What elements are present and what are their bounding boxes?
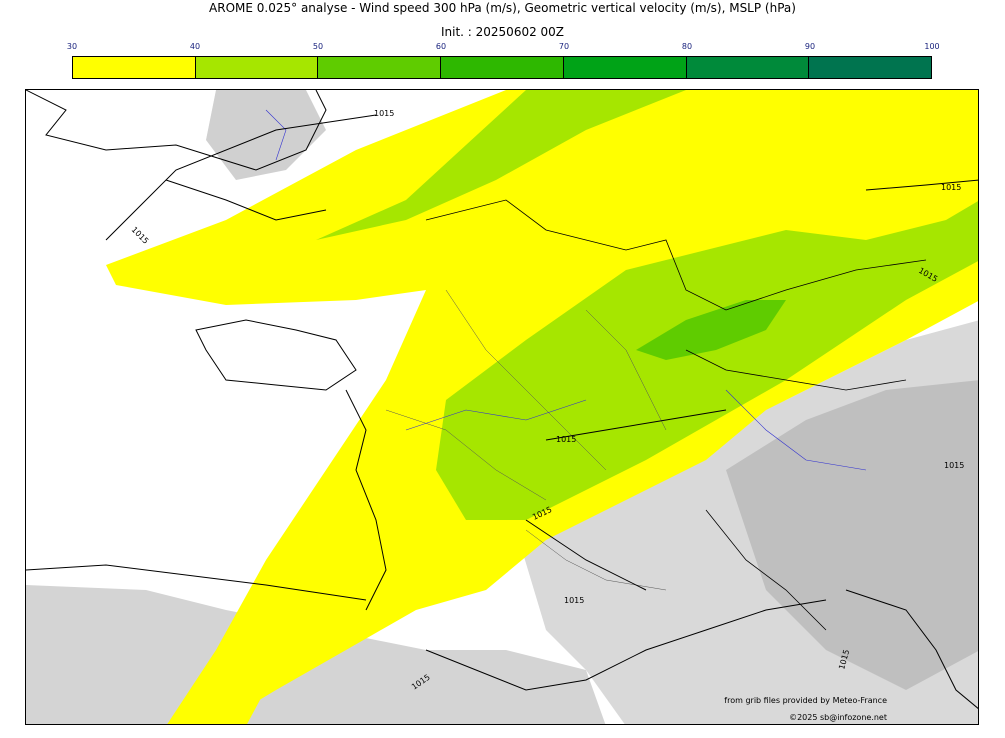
jet-50-core — [636, 300, 786, 360]
coastlines — [26, 90, 978, 709]
biscay-coast — [345, 389, 387, 611]
weather-map: 1015 1015 1015 1015 1015 1015 1015 1015 … — [25, 89, 979, 725]
isobar-label: 1015 — [556, 435, 576, 444]
isobar-label: 1015 — [944, 461, 964, 470]
jet-40-band — [316, 90, 686, 240]
colorbar-tick: 60 — [435, 42, 447, 51]
colorbar-tick: 70 — [558, 42, 570, 51]
isobars — [105, 114, 978, 591]
data-provider-credit: from grib files provided by Meteo-France — [724, 696, 887, 705]
region-border — [445, 289, 607, 471]
river — [265, 109, 287, 161]
rivers — [265, 109, 867, 471]
isobar-label: 1015 — [130, 225, 151, 246]
regions — [385, 289, 667, 591]
region-border — [585, 309, 667, 431]
england-south-coast — [165, 179, 327, 221]
swiss-border — [685, 349, 907, 391]
belgium-border — [425, 199, 627, 251]
river — [725, 389, 867, 471]
colorbar-segment — [73, 57, 196, 78]
chart-title: AROME 0.025° analyse - Wind speed 300 hP… — [209, 1, 796, 15]
colorbar-segment — [441, 57, 564, 78]
isobar-label: 1015 — [374, 109, 394, 118]
colorbar-segment — [563, 57, 687, 78]
isobar-label: 1015 — [941, 183, 961, 192]
region-border — [385, 409, 547, 501]
isobar-1015-north — [105, 114, 377, 241]
colorbar-tick: 90 — [804, 42, 816, 51]
england-velocity-area — [206, 90, 326, 180]
init-time: Init. : 20250602 00Z — [440, 25, 565, 39]
germany-border — [625, 239, 927, 311]
river — [405, 399, 587, 431]
italy-border — [705, 509, 827, 631]
colorbar-tick: 30 — [66, 42, 78, 51]
copyright-credit: ©2025 sb@infozone.net — [789, 713, 887, 722]
brittany-coast — [195, 319, 357, 391]
mediterranean-coast — [425, 599, 827, 691]
borders — [425, 199, 927, 631]
alps-core-velocity-area — [726, 380, 978, 690]
colorbar-segment — [318, 57, 442, 78]
colorbar-tick: 40 — [189, 42, 201, 51]
map-canvas: 1015 1015 1015 1015 1015 1015 1015 1015 … — [26, 90, 978, 724]
colorbar — [72, 56, 932, 79]
isobar-1015-alps — [545, 409, 727, 441]
colorbar-tick: 100 — [924, 42, 940, 51]
spain-coast — [26, 564, 367, 601]
isobar-label: 1015 — [564, 596, 584, 605]
colorbar-segment — [686, 57, 810, 78]
colorbar-segment — [809, 57, 932, 78]
colorbar-tick: 80 — [681, 42, 693, 51]
colorbar-segment — [195, 57, 319, 78]
jet-30-branch — [187, 570, 306, 724]
italy-coast — [845, 589, 978, 709]
isobar-1015-east — [865, 179, 978, 191]
isobar-1015-south — [525, 519, 647, 591]
colorbar-tick: 50 — [312, 42, 324, 51]
